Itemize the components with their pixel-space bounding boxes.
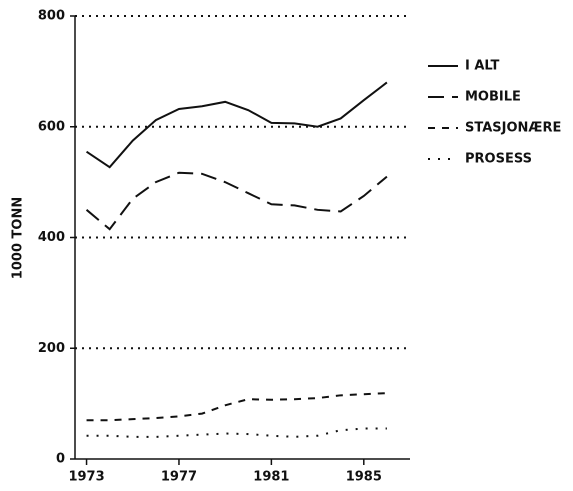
y-tick-label: 400 [38,230,65,245]
series-line [85,81,388,169]
x-tick-label: 1985 [346,470,382,485]
legend-label: MOBILE [465,90,521,105]
y-tick-label: 0 [56,452,65,467]
x-tick-label: 1977 [161,470,197,485]
series-line [86,427,387,438]
series-line [85,171,388,231]
series-line [86,392,387,422]
y-tick-label: 200 [38,341,65,356]
legend-label: PROSESS [465,152,532,167]
legend-label: STASJONÆRE [465,121,561,136]
y-tick-label: 600 [38,119,65,134]
x-tick-label: 1973 [68,470,104,485]
legend-label: I ALT [465,59,500,74]
x-tick-label: 1981 [253,470,289,485]
y-tick-label: 800 [38,9,65,24]
y-axis-label: 1000 TONN [11,197,26,279]
